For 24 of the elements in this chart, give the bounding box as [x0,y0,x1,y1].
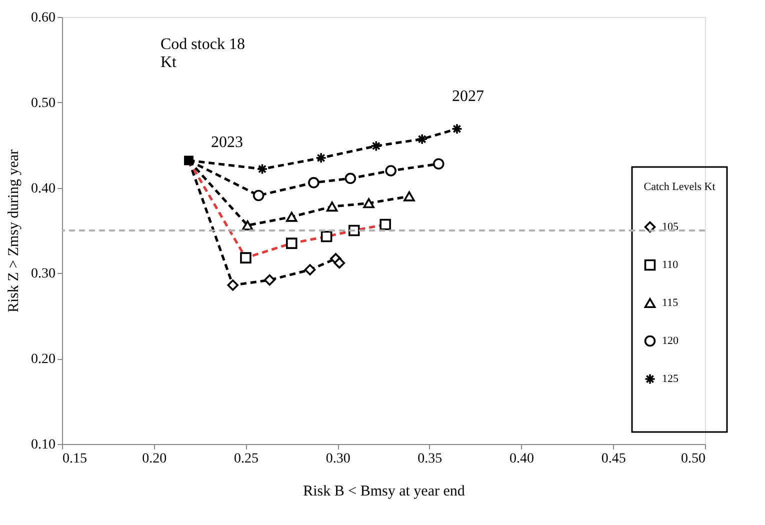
x-tick-label: 0.20 [142,452,167,466]
legend-label: 110 [662,259,679,271]
x-tick-label: 0.35 [418,452,442,466]
annotation: 2023 [211,134,243,151]
legend-label: 115 [662,297,679,309]
y-tick-label: 0.10 [31,438,56,452]
y-tick-label: 0.50 [31,96,56,111]
legend-label: 120 [662,335,679,347]
y-tick-label: 0.60 [31,10,56,26]
legend-label: 125 [662,373,679,385]
x-tick-label: 0.15 [62,452,87,466]
x-tick-label: 0.50 [681,452,706,466]
x-tick-label: 0.45 [601,452,626,466]
y-axis-title: Risk Z > Zmsy during year [6,149,22,313]
x-tick-label: 0.25 [234,452,258,466]
annotation: 2027 [452,88,484,105]
legend-title: Catch Levels Kt [644,181,716,193]
x-tick-label: 0.40 [510,452,534,466]
y-tick-label: 0.20 [31,352,56,368]
text: Cod stock 18 Kt [160,36,245,71]
x-axis-title: Risk B < Bmsy at year end [303,484,466,500]
y-tick-label: 0.30 [31,266,56,282]
x-tick-label: 0.30 [326,452,350,466]
y-tick-label: 0.40 [31,181,56,196]
